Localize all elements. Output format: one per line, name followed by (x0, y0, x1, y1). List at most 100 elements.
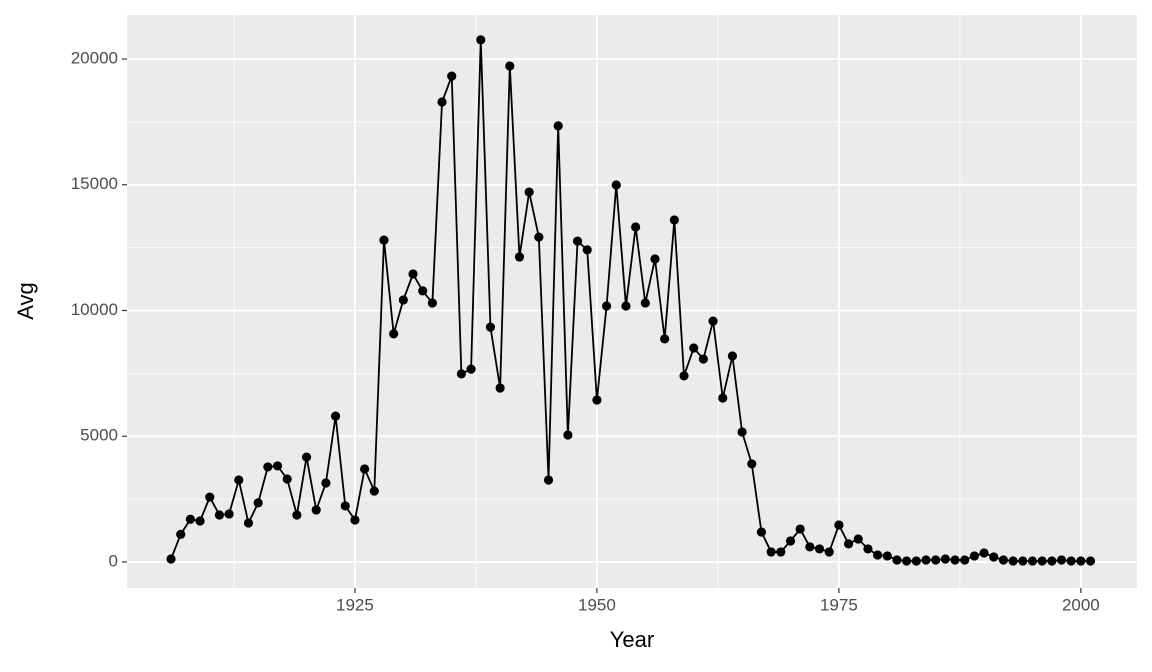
point (340, 501, 350, 511)
point (292, 510, 302, 520)
point (389, 329, 399, 339)
point (843, 539, 854, 549)
point (950, 555, 960, 565)
point (563, 430, 573, 440)
point (708, 316, 718, 326)
point (621, 301, 631, 311)
point (727, 351, 738, 361)
point (224, 509, 234, 519)
point (640, 298, 650, 308)
point (360, 464, 370, 474)
point (263, 462, 273, 472)
point (834, 520, 844, 530)
point (631, 222, 641, 232)
point (1008, 556, 1018, 566)
point (485, 322, 496, 332)
point (1027, 556, 1038, 566)
point (214, 510, 225, 520)
point (456, 369, 467, 379)
point (902, 556, 912, 566)
point (1047, 556, 1057, 566)
point (824, 547, 834, 557)
x-tick-label: 1950 (578, 595, 616, 614)
point (301, 452, 312, 462)
point (437, 97, 447, 107)
point (185, 514, 195, 524)
x-tick-label: 1975 (820, 595, 858, 614)
point (979, 548, 989, 558)
point (253, 498, 263, 508)
point (911, 556, 921, 566)
point (243, 518, 254, 528)
point (418, 286, 428, 296)
point (447, 71, 457, 81)
point (805, 542, 815, 552)
point (543, 475, 554, 485)
point (1076, 556, 1086, 566)
point (495, 383, 505, 393)
point (195, 516, 205, 526)
point (534, 232, 544, 242)
point (272, 461, 283, 471)
point (1018, 556, 1028, 566)
point (882, 551, 892, 561)
point (689, 343, 699, 353)
point (679, 371, 689, 381)
point (330, 411, 341, 421)
point (611, 180, 621, 190)
y-tick-label: 15000 (71, 174, 118, 193)
point (931, 555, 941, 565)
point (592, 395, 602, 405)
point (785, 536, 796, 546)
point (369, 486, 379, 496)
point (582, 245, 592, 255)
point (1056, 555, 1067, 565)
point (756, 527, 767, 537)
y-tick-label: 5000 (80, 426, 118, 445)
point (282, 474, 292, 484)
point (960, 555, 970, 565)
point (553, 121, 563, 131)
point (1066, 556, 1076, 566)
point (969, 551, 979, 561)
point (660, 334, 670, 344)
point (514, 252, 525, 262)
y-axis-title: Avg (13, 282, 38, 320)
point (466, 364, 476, 374)
point (940, 554, 950, 564)
point (505, 61, 515, 71)
point (650, 254, 660, 264)
point (350, 515, 360, 525)
point (176, 529, 186, 539)
point (321, 478, 331, 488)
point (698, 354, 708, 364)
point (795, 524, 805, 534)
point (776, 547, 786, 557)
point (989, 552, 999, 562)
point (853, 534, 863, 544)
point (205, 492, 215, 502)
point (524, 187, 534, 197)
point (1037, 556, 1047, 566)
y-tick-label: 10000 (71, 300, 118, 319)
point (892, 555, 902, 565)
point (1085, 556, 1096, 566)
point (408, 269, 418, 279)
y-tick-label: 20000 (71, 48, 118, 67)
x-axis-title: Year (610, 627, 654, 652)
point (234, 475, 244, 485)
point (921, 555, 931, 565)
point (737, 427, 747, 437)
panel (127, 15, 1137, 588)
point (747, 459, 757, 469)
point (427, 298, 437, 308)
point (766, 547, 776, 557)
point (166, 554, 176, 564)
point (601, 301, 612, 311)
point (669, 215, 679, 225)
point (398, 295, 408, 305)
point (476, 35, 486, 45)
point (863, 544, 873, 554)
